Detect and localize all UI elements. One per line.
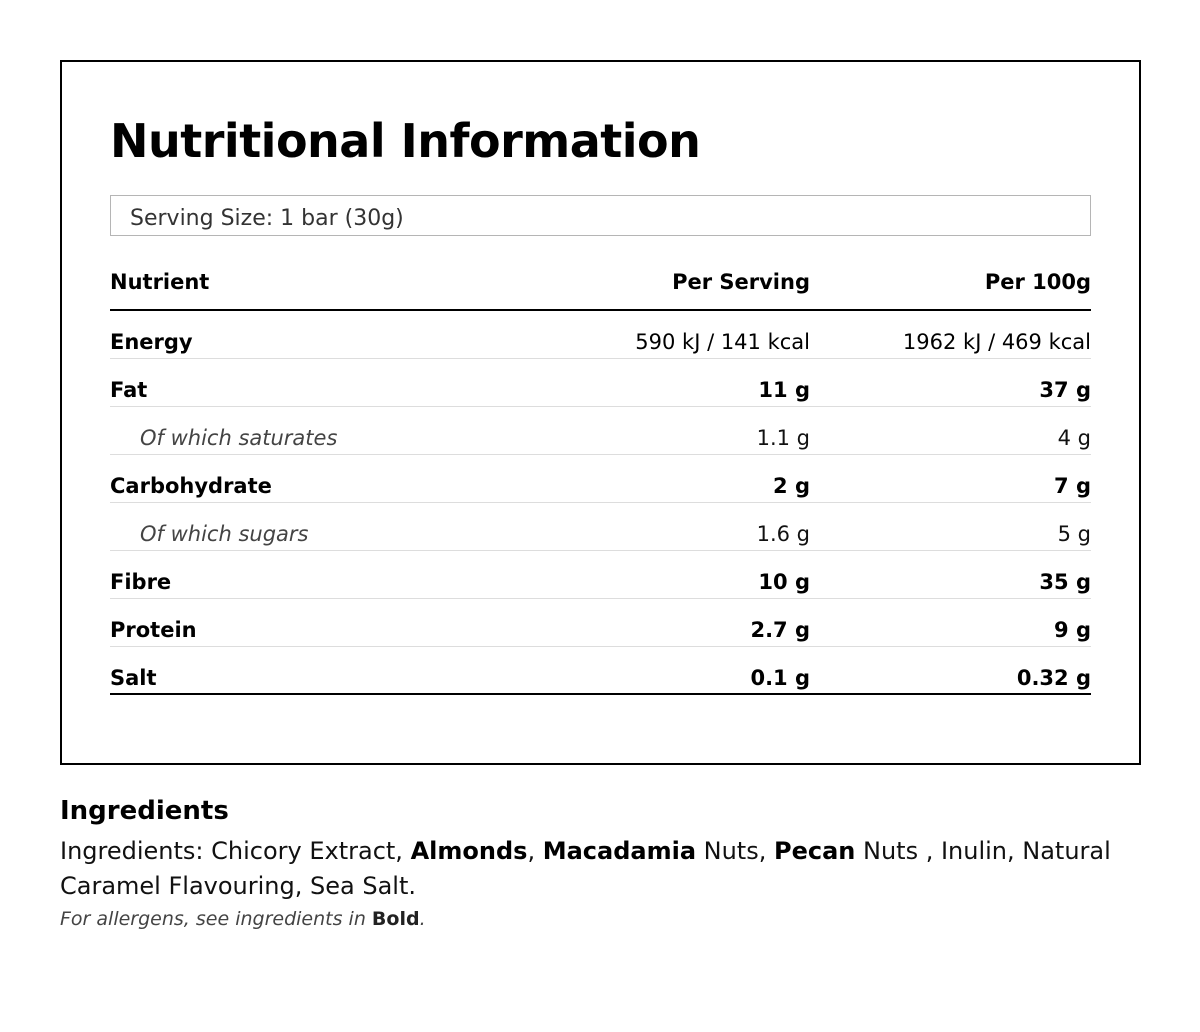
table-row-fat: Fat 11 g 37 g — [110, 359, 1091, 407]
per-serving-value: 10 g — [758, 570, 810, 594]
allergen-note-end: . — [419, 908, 426, 930]
per-100g-value: 5 g — [1057, 522, 1091, 546]
nutrition-panel: Nutritional Information Serving Size: 1 … — [60, 60, 1141, 765]
nutrient-name: Of which sugars — [140, 522, 309, 546]
ingredients-text: Ingredients: Chicory Extract, Almonds, M… — [60, 834, 1120, 904]
table-row-protein: Protein 2.7 g 9 g — [110, 599, 1091, 647]
per-100g-value: 0.32 g — [1016, 666, 1091, 690]
table-header: Nutrient Per Serving Per 100g — [110, 259, 1091, 311]
nutrient-name: Fat — [110, 378, 148, 402]
nutrient-name: Salt — [110, 666, 157, 690]
per-serving-value: 2 g — [773, 474, 810, 498]
per-serving-value: 2.7 g — [750, 618, 810, 642]
per-100g-value: 37 g — [1039, 378, 1091, 402]
nutrient-name: Energy — [110, 330, 193, 354]
table-row-salt: Salt 0.1 g 0.32 g — [110, 647, 1091, 695]
per-serving-value: 1.1 g — [756, 426, 810, 450]
header-nutrient: Nutrient — [110, 270, 210, 294]
per-serving-value: 11 g — [758, 378, 810, 402]
ingredients-text-2: Nuts, — [696, 837, 774, 865]
ingredients-heading: Ingredients — [60, 796, 229, 826]
per-serving-value: 590 kJ / 141 kcal — [635, 330, 810, 354]
ingredients-text-3: Nuts , Inulin, Natural Caramel Flavourin… — [60, 837, 1111, 900]
nutrient-name: Carbohydrate — [110, 474, 272, 498]
nutrient-name: Protein — [110, 618, 197, 642]
per-serving-value: 0.1 g — [750, 666, 810, 690]
serving-size: Serving Size: 1 bar (30g) — [110, 195, 1091, 236]
nutrition-table: Nutrient Per Serving Per 100g Energy 590… — [110, 259, 1091, 695]
table-row-fibre: Fibre 10 g 35 g — [110, 551, 1091, 599]
allergen-almonds: Almonds — [410, 837, 528, 865]
nutrient-name: Of which saturates — [140, 426, 338, 450]
per-100g-value: 35 g — [1039, 570, 1091, 594]
table-row-sugars: Of which sugars 1.6 g 5 g — [110, 503, 1091, 551]
table-row-saturates: Of which saturates 1.1 g 4 g — [110, 407, 1091, 455]
table-row-carbohydrate: Carbohydrate 2 g 7 g — [110, 455, 1091, 503]
ingredients-prefix: Ingredients: Chicory Extract, — [60, 837, 411, 865]
nutrient-name: Fibre — [110, 570, 172, 594]
per-100g-value: 7 g — [1054, 474, 1091, 498]
per-serving-value: 1.6 g — [756, 522, 810, 546]
allergen-macadamia: Macadamia — [542, 837, 697, 865]
header-per-serving: Per Serving — [672, 270, 810, 294]
allergen-pecan: Pecan — [773, 837, 856, 865]
allergen-note-text: For allergens, see ingredients in — [60, 908, 372, 930]
table-row-energy: Energy 590 kJ / 141 kcal 1962 kJ / 469 k… — [110, 311, 1091, 359]
page-title: Nutritional Information — [110, 114, 701, 168]
per-100g-value: 4 g — [1057, 426, 1091, 450]
allergen-note-bold: Bold — [371, 908, 420, 930]
per-100g-value: 1962 kJ / 469 kcal — [902, 330, 1091, 354]
ingredients-separator: , — [527, 837, 543, 865]
header-per-100g: Per 100g — [984, 270, 1091, 294]
allergen-note: For allergens, see ingredients in Bold. — [60, 908, 426, 930]
per-100g-value: 9 g — [1054, 618, 1091, 642]
